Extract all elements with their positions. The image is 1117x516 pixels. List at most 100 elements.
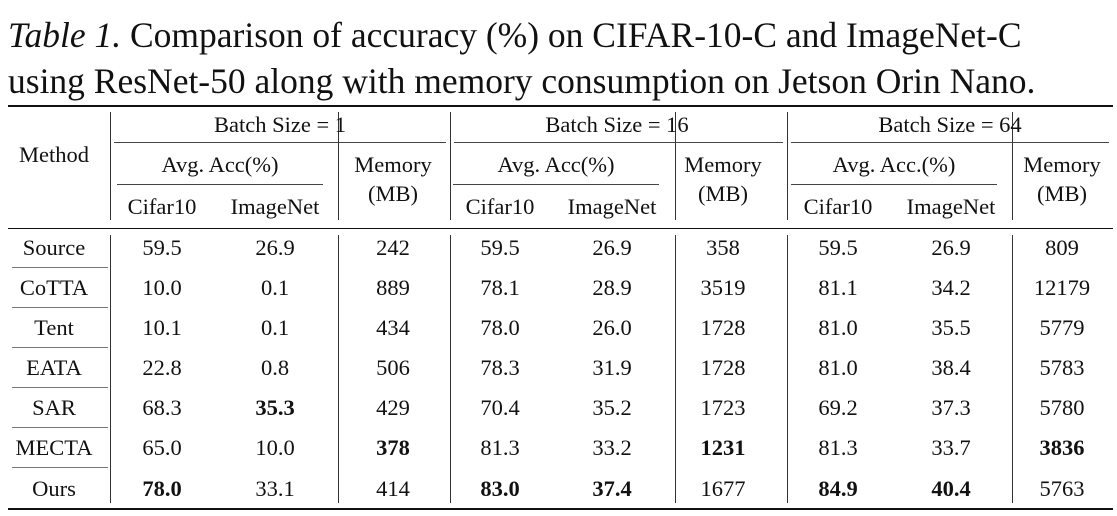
table-cell: 81.3 (480, 435, 520, 460)
table-cell: 26.0 (592, 315, 632, 340)
group-underline (114, 142, 446, 143)
table-cell: 59.5 (142, 235, 182, 260)
table-cell: 5779 (1039, 315, 1085, 340)
header-column-divider (450, 112, 451, 220)
table-cell: 33.7 (931, 435, 971, 460)
group-underline (791, 142, 1109, 143)
table-cell: 38.4 (931, 355, 971, 380)
table-cell: 35.5 (931, 315, 971, 340)
method-name: Source (22, 235, 86, 260)
caption-label: Table 1. (8, 15, 122, 55)
row-separator (12, 467, 108, 468)
caption-text-1: Comparison of accuracy (%) on CIFAR-10-C… (121, 15, 1022, 55)
row-separator (12, 387, 108, 388)
table-cell: 78.1 (480, 275, 520, 300)
table-cell: 84.9 (818, 476, 858, 501)
table-cell: 26.9 (592, 235, 632, 260)
table-cell: 81.1 (818, 275, 858, 300)
table-cell: 40.4 (931, 476, 971, 501)
acc-underline (453, 184, 659, 185)
table-cell: 1231 (700, 435, 746, 460)
header-memory: Memory (1023, 152, 1101, 177)
table-cell: 81.3 (818, 435, 858, 460)
table-cell: 889 (376, 275, 410, 300)
table-cell: 0.8 (260, 355, 290, 380)
method-name: CoTTA (19, 275, 89, 300)
header-rule (8, 228, 1113, 229)
table-cell: 3836 (1039, 435, 1085, 460)
table-cell: 5763 (1039, 476, 1085, 501)
body-column-divider (450, 235, 451, 503)
header-memory-unit: (MB) (698, 181, 748, 206)
table-cell: 10.0 (255, 435, 295, 460)
caption-line-2: using ResNet-50 along with memory consum… (8, 61, 1036, 101)
header-cifar10: Cifar10 (803, 194, 873, 219)
group-underline (454, 142, 783, 143)
row-separator (12, 427, 108, 428)
row-separator (12, 347, 108, 348)
header-memory-unit: (MB) (368, 181, 418, 206)
table-cell: 78.3 (480, 355, 520, 380)
table-cell: 31.9 (592, 355, 632, 380)
method-name: SAR (32, 395, 76, 420)
table-cell: 65.0 (142, 435, 182, 460)
header-imagenet: ImageNet (567, 194, 657, 219)
table-cell: 22.8 (142, 355, 182, 380)
table-cell: 37.4 (592, 476, 632, 501)
header-batch-size: Batch Size = 64 (878, 112, 1022, 137)
table-caption: Table 1. Comparison of accuracy (%) on C… (8, 12, 1113, 104)
table-cell: 0.1 (260, 315, 290, 340)
table-cell: 81.0 (818, 315, 858, 340)
table-cell: 81.0 (818, 355, 858, 380)
acc-underline (791, 184, 997, 185)
table-cell: 809 (1045, 235, 1079, 260)
body-column-divider (338, 235, 339, 503)
table-cell: 1728 (700, 315, 746, 340)
caption-line-1: Table 1. Comparison of accuracy (%) on C… (8, 12, 1113, 58)
table-cell: 78.0 (142, 476, 182, 501)
table-cell: 0.1 (260, 275, 290, 300)
header-column-divider (787, 112, 788, 220)
table-cell: 35.3 (255, 395, 295, 420)
table-cell: 68.3 (142, 395, 182, 420)
table-cell: 83.0 (480, 476, 520, 501)
table-cell: 28.9 (592, 275, 632, 300)
header-cifar10: Cifar10 (465, 194, 535, 219)
table-cell: 506 (376, 355, 410, 380)
table-cell: 429 (376, 395, 410, 420)
method-name: Tent (34, 315, 74, 340)
header-column-divider (338, 112, 339, 220)
header-column-divider (675, 112, 676, 220)
header-imagenet: ImageNet (906, 194, 996, 219)
table-cell: 414 (376, 476, 410, 501)
table-cell: 33.1 (255, 476, 295, 501)
method-name: Ours (32, 476, 76, 501)
header-column-divider (110, 112, 111, 220)
body-column-divider (110, 235, 111, 503)
header-avg-acc: Avg. Acc(%) (497, 152, 615, 177)
table-cell: 1677 (700, 476, 746, 501)
row-separator (12, 267, 108, 268)
table-cell: 12179 (1033, 275, 1091, 300)
table-cell: 378 (376, 435, 410, 460)
table-cell: 78.0 (480, 315, 520, 340)
top-rule (8, 105, 1113, 107)
table-cell: 33.2 (592, 435, 632, 460)
header-imagenet: ImageNet (230, 194, 320, 219)
acc-underline (117, 184, 323, 185)
table-cell: 434 (376, 315, 410, 340)
table-cell: 5780 (1039, 395, 1085, 420)
table-cell: 59.5 (818, 235, 858, 260)
table-cell: 26.9 (255, 235, 295, 260)
body-column-divider (787, 235, 788, 503)
table-cell: 35.2 (592, 395, 632, 420)
table-cell: 59.5 (480, 235, 520, 260)
header-method: Method (19, 142, 89, 167)
table-cell: 69.2 (818, 395, 858, 420)
header-memory: Memory (354, 152, 432, 177)
header-cifar10: Cifar10 (127, 194, 197, 219)
header-batch-size: Batch Size = 1 (213, 112, 347, 137)
table-cell: 5783 (1039, 355, 1085, 380)
body-column-divider (1012, 235, 1013, 503)
header-memory-unit: (MB) (1037, 181, 1087, 206)
